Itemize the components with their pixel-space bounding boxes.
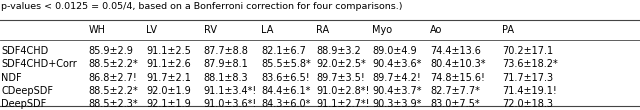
Text: 82.7±7.7*: 82.7±7.7* xyxy=(430,86,480,96)
Text: Myo: Myo xyxy=(372,25,392,35)
Text: 91.1±3.4*!: 91.1±3.4*! xyxy=(204,86,257,96)
Text: 88.1±8.3: 88.1±8.3 xyxy=(204,73,248,82)
Text: 87.7±8.8: 87.7±8.8 xyxy=(204,46,248,56)
Text: 83.6±6.5!: 83.6±6.5! xyxy=(261,73,310,82)
Text: 88.5±2.2*: 88.5±2.2* xyxy=(88,59,138,69)
Text: SDF4CHD+Corr: SDF4CHD+Corr xyxy=(1,59,77,69)
Text: 92.0±1.9: 92.0±1.9 xyxy=(146,86,191,96)
Text: PA: PA xyxy=(502,25,514,35)
Text: 91.7±2.1: 91.7±2.1 xyxy=(146,73,191,82)
Text: 72.0±18.3: 72.0±18.3 xyxy=(502,99,553,109)
Text: 71.7±17.3: 71.7±17.3 xyxy=(502,73,553,82)
Text: 88.9±3.2: 88.9±3.2 xyxy=(316,46,361,56)
Text: 91.0±2.8*!: 91.0±2.8*! xyxy=(316,86,369,96)
Text: 82.1±6.7: 82.1±6.7 xyxy=(261,46,306,56)
Text: p-values < 0.0125 = 0.05/4, based on a Bonferroni correction for four comparison: p-values < 0.0125 = 0.05/4, based on a B… xyxy=(1,2,403,11)
Text: 90.3±3.9*: 90.3±3.9* xyxy=(372,99,422,109)
Text: NDF: NDF xyxy=(1,73,22,82)
Text: 71.4±19.1!: 71.4±19.1! xyxy=(502,86,557,96)
Text: 80.4±10.3*: 80.4±10.3* xyxy=(430,59,486,69)
Text: 73.6±18.2*: 73.6±18.2* xyxy=(502,59,557,69)
Text: RA: RA xyxy=(316,25,330,35)
Text: 90.4±3.7*: 90.4±3.7* xyxy=(372,86,422,96)
Text: 84.3±6.0*: 84.3±6.0* xyxy=(261,99,310,109)
Text: 86.8±2.7!: 86.8±2.7! xyxy=(88,73,137,82)
Text: SDF4CHD: SDF4CHD xyxy=(1,46,49,56)
Text: 85.9±2.9: 85.9±2.9 xyxy=(88,46,133,56)
Text: 89.7±4.2!: 89.7±4.2! xyxy=(372,73,421,82)
Text: 88.5±2.2*: 88.5±2.2* xyxy=(88,86,138,96)
Text: Ao: Ao xyxy=(430,25,442,35)
Text: 90.4±3.6*: 90.4±3.6* xyxy=(372,59,422,69)
Text: WH: WH xyxy=(88,25,106,35)
Text: CDeepSDF: CDeepSDF xyxy=(1,86,53,96)
Text: 70.2±17.1: 70.2±17.1 xyxy=(502,46,553,56)
Text: 84.4±6.1*: 84.4±6.1* xyxy=(261,86,310,96)
Text: LV: LV xyxy=(146,25,157,35)
Text: 74.4±13.6: 74.4±13.6 xyxy=(430,46,481,56)
Text: 91.1±2.6: 91.1±2.6 xyxy=(146,59,191,69)
Text: 85.5±5.8*: 85.5±5.8* xyxy=(261,59,311,69)
Text: 89.7±3.5!: 89.7±3.5! xyxy=(316,73,365,82)
Text: 83.0±7.5*: 83.0±7.5* xyxy=(430,99,480,109)
Text: 74.8±15.6!: 74.8±15.6! xyxy=(430,73,485,82)
Text: 89.0±4.9: 89.0±4.9 xyxy=(372,46,417,56)
Text: 91.0±3.6*!: 91.0±3.6*! xyxy=(204,99,257,109)
Text: 92.0±2.5*: 92.0±2.5* xyxy=(316,59,366,69)
Text: DeepSDF: DeepSDF xyxy=(1,99,47,109)
Text: 91.1±2.5: 91.1±2.5 xyxy=(146,46,191,56)
Text: RV: RV xyxy=(204,25,216,35)
Text: 88.5±2.3*: 88.5±2.3* xyxy=(88,99,138,109)
Text: 92.1±1.9: 92.1±1.9 xyxy=(146,99,191,109)
Text: LA: LA xyxy=(261,25,273,35)
Text: 87.9±8.1: 87.9±8.1 xyxy=(204,59,248,69)
Text: 91.1±2.7*!: 91.1±2.7*! xyxy=(316,99,370,109)
